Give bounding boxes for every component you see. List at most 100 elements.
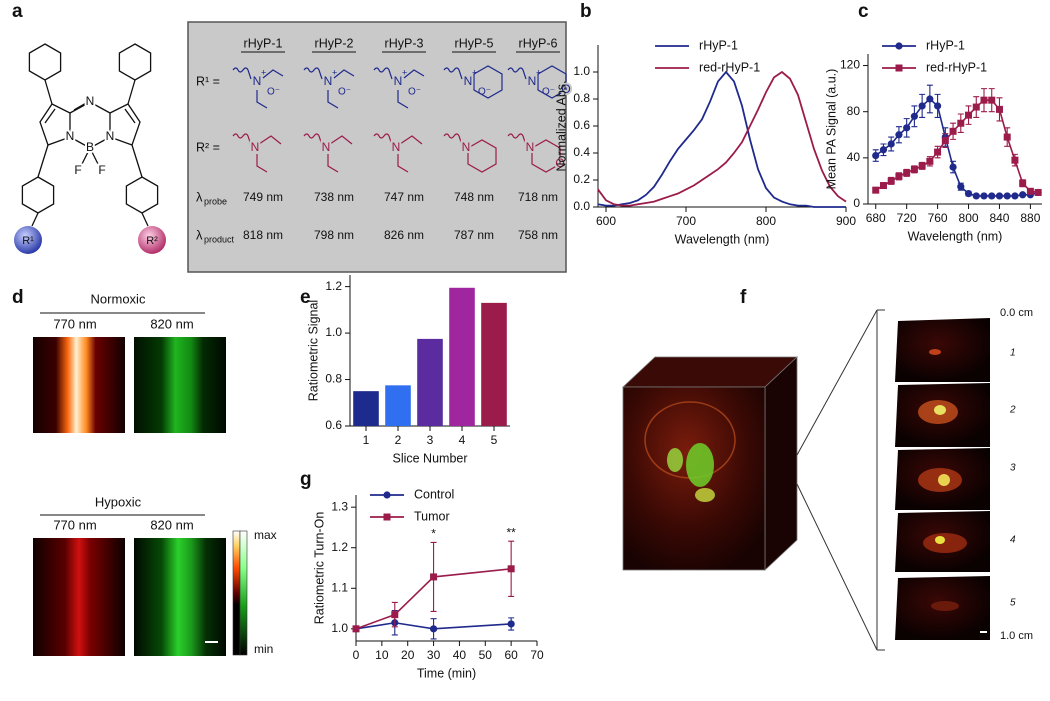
substituent-bonds xyxy=(327,135,353,173)
series-line xyxy=(875,99,1039,194)
channel-label: 770 nm xyxy=(53,517,96,532)
x-tick-label: 800 xyxy=(959,211,979,225)
bonds xyxy=(31,79,149,227)
x-tick-label: 0 xyxy=(353,648,360,662)
colorbar-label: min xyxy=(254,642,273,656)
data-point xyxy=(918,102,926,110)
atom: O⁻ xyxy=(542,87,555,98)
channel-label: 770 nm xyxy=(53,316,96,331)
pa-image xyxy=(134,538,226,656)
atom-charge: + xyxy=(402,67,407,77)
r-group: R¹ xyxy=(22,235,34,247)
data-point xyxy=(430,573,438,581)
attachment xyxy=(507,67,527,80)
series-line xyxy=(597,70,846,208)
atom: N xyxy=(66,129,75,143)
data-point xyxy=(1019,179,1027,187)
y-tick-label: 0 xyxy=(853,196,860,210)
substituent-bonds xyxy=(256,135,282,173)
slice-signal xyxy=(938,474,950,486)
x-tick-label: 50 xyxy=(479,648,493,662)
annotation: ** xyxy=(506,525,516,539)
data-point xyxy=(965,111,973,119)
row-label: R¹ = xyxy=(196,74,220,88)
bar xyxy=(353,391,379,426)
row-label: λ xyxy=(196,189,203,204)
atom: N xyxy=(86,94,95,108)
y-axis-title: Mean PA Signal (a.u.) xyxy=(824,69,838,190)
chart: 0.6 0.8 1.0 1.2 Slice Number Ratiometric Sign… xyxy=(306,275,510,465)
x-tick-label: 40 xyxy=(453,648,467,662)
attachment xyxy=(507,133,527,146)
atom: N xyxy=(462,140,471,154)
ring xyxy=(21,176,55,214)
table: rHyP-1 rHyP-2 rHyP-3 rHyP-5 rHyP-6R¹ =R² =N+… xyxy=(196,36,573,244)
bar xyxy=(385,385,411,426)
atom-charge: + xyxy=(332,67,337,77)
attachment xyxy=(443,67,463,80)
data-point xyxy=(887,140,895,148)
y-tick-label: 1.0 xyxy=(573,64,590,78)
data-point xyxy=(1011,156,1019,164)
data-point xyxy=(1034,188,1042,196)
double-bonds xyxy=(44,101,136,124)
series-line xyxy=(597,70,847,207)
column-header: rHyP-1 xyxy=(244,36,283,50)
data-point xyxy=(949,163,957,171)
y-axis-title: Ratiometric Signal xyxy=(306,300,320,401)
data-point xyxy=(957,119,965,127)
x-tick-label: 720 xyxy=(897,211,917,225)
substituent-bonds xyxy=(256,69,284,109)
data-point xyxy=(988,192,996,200)
atom: N xyxy=(394,74,403,88)
structure: N N N B F F R¹ R² xyxy=(14,43,166,254)
attachment xyxy=(232,133,252,146)
atom: N xyxy=(528,74,537,88)
slice-label: 2 xyxy=(1009,405,1016,416)
bonds xyxy=(39,101,141,169)
substituent-ring xyxy=(467,139,497,173)
legend-label: rHyP-1 xyxy=(926,38,965,52)
atom-charge: + xyxy=(536,67,541,77)
data-point xyxy=(934,148,942,156)
data-point xyxy=(972,103,980,111)
atom: N xyxy=(324,74,333,88)
x-tick-label: 840 xyxy=(989,211,1009,225)
y-axis-title: Normalized Abs. xyxy=(554,80,568,171)
data-point xyxy=(980,192,988,200)
colorbar-label: max xyxy=(254,528,277,542)
atom: O xyxy=(555,156,564,170)
legend-marker xyxy=(383,491,391,499)
data-point xyxy=(872,151,880,160)
panel-label: b xyxy=(580,1,592,22)
slice-signal xyxy=(923,533,967,553)
legend-label: red-rHyP-1 xyxy=(926,60,987,74)
panel-label: d xyxy=(12,287,24,308)
slice-signal xyxy=(931,601,959,611)
data-point xyxy=(1003,192,1011,200)
colorbar xyxy=(232,530,241,656)
data-point xyxy=(903,169,911,177)
legend-marker xyxy=(895,64,903,72)
x-tick-label: 30 xyxy=(427,648,441,662)
data-point xyxy=(949,127,957,135)
imaging: Normoxic 770 nm 820 nm Hypoxic 770 nm 82… xyxy=(33,291,277,656)
data-point xyxy=(918,162,926,170)
data-point xyxy=(352,625,360,633)
legend-label: red-rHyP-1 xyxy=(699,60,760,74)
x-tick-label: 4 xyxy=(459,433,466,447)
data-point xyxy=(926,157,934,165)
x-tick-label: 880 xyxy=(1020,211,1040,225)
depth-label: 0.0 cm xyxy=(1000,307,1033,319)
y-tick-label: 0.2 xyxy=(573,172,590,186)
colorbar xyxy=(239,530,248,656)
atom: N xyxy=(322,140,331,154)
slice-guides xyxy=(796,309,885,651)
row-label-sub: product xyxy=(204,234,235,244)
substituent-bonds xyxy=(397,135,423,173)
table-cell: 748 nm xyxy=(454,190,494,204)
x-tick-label: 20 xyxy=(401,648,415,662)
atom: N xyxy=(464,74,473,88)
